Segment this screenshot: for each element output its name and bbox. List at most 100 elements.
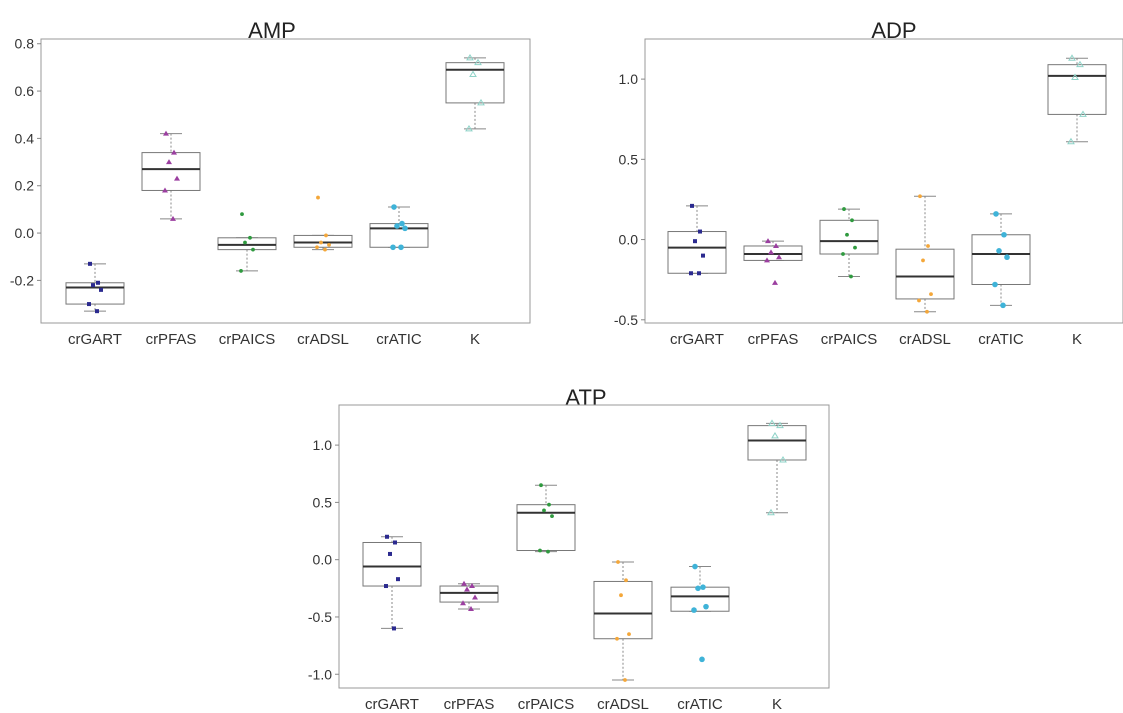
x-tick-label: crATIC bbox=[978, 331, 1024, 348]
data-point bbox=[917, 298, 921, 303]
box-crGART bbox=[362, 541, 422, 587]
data-point bbox=[461, 580, 467, 586]
panel-title: ATP bbox=[565, 385, 606, 410]
data-point bbox=[1076, 60, 1084, 68]
data-point bbox=[771, 431, 779, 439]
data-point bbox=[396, 577, 400, 582]
x-tick-label: K bbox=[1072, 331, 1082, 348]
box-crADSL bbox=[293, 234, 353, 248]
x-tick-label: crADSL bbox=[297, 331, 349, 348]
data-point bbox=[466, 53, 474, 61]
x-tick-label: crGART bbox=[68, 331, 122, 348]
box-crPFAS bbox=[439, 585, 499, 603]
plot-frame bbox=[40, 38, 531, 324]
data-point bbox=[547, 502, 551, 507]
box-crADSL bbox=[593, 580, 653, 640]
data-point bbox=[1071, 73, 1079, 81]
data-point bbox=[996, 247, 1002, 254]
data-point bbox=[845, 232, 849, 237]
box-crPFAS bbox=[141, 152, 201, 191]
x-tick-label: K bbox=[470, 331, 480, 348]
x-tick-label: crATIC bbox=[376, 331, 422, 348]
data-point bbox=[692, 563, 698, 570]
data-point bbox=[393, 540, 397, 545]
data-point bbox=[327, 243, 331, 247]
data-point bbox=[550, 514, 554, 519]
data-point bbox=[316, 195, 320, 200]
data-point bbox=[464, 586, 470, 592]
data-point bbox=[251, 247, 255, 252]
data-point bbox=[163, 130, 169, 136]
data-point bbox=[616, 560, 620, 564]
data-point bbox=[1067, 137, 1075, 145]
data-point bbox=[918, 194, 922, 199]
data-point bbox=[693, 239, 697, 244]
box-crATIC bbox=[971, 234, 1031, 285]
y-tick-label: -0.5 bbox=[308, 609, 332, 625]
y-tick-label: 0.0 bbox=[619, 232, 639, 248]
x-tick-label: crADSL bbox=[597, 696, 649, 713]
data-point bbox=[853, 245, 857, 250]
data-point bbox=[768, 419, 776, 426]
data-point bbox=[240, 212, 244, 217]
box-K bbox=[445, 62, 505, 104]
panel-atp: ATP -1.0 -0.5 0.0 0.5 1.0 crGART crPFAS crPAICS… bbox=[308, 385, 830, 713]
data-point bbox=[390, 244, 396, 251]
data-point bbox=[248, 235, 252, 240]
x-tick-label: crPFAS bbox=[444, 696, 495, 713]
y-tick-label: 0.5 bbox=[313, 494, 333, 510]
y-tick-label: -0.5 bbox=[614, 312, 638, 328]
box-K bbox=[747, 425, 807, 461]
data-point bbox=[627, 632, 631, 637]
data-point bbox=[399, 220, 405, 227]
box-crPAICS bbox=[819, 219, 879, 255]
data-point bbox=[701, 253, 705, 258]
data-point bbox=[323, 247, 327, 252]
data-point bbox=[88, 261, 92, 266]
data-point bbox=[315, 245, 319, 250]
data-point bbox=[772, 279, 778, 285]
data-point bbox=[171, 149, 177, 155]
box-crATIC bbox=[670, 586, 730, 612]
x-tick-label: crATIC bbox=[677, 696, 723, 713]
data-point bbox=[1001, 231, 1007, 238]
x-tick-label: crPFAS bbox=[748, 331, 799, 348]
x-tick-label: crPAICS bbox=[219, 331, 275, 348]
data-point bbox=[402, 225, 408, 232]
data-point bbox=[1004, 254, 1010, 261]
data-point bbox=[99, 287, 103, 292]
data-point bbox=[324, 233, 328, 238]
data-point bbox=[773, 242, 779, 248]
data-point bbox=[849, 274, 853, 279]
data-point bbox=[850, 218, 854, 223]
x-tick-label: K bbox=[772, 696, 782, 713]
data-point bbox=[385, 534, 389, 539]
data-point bbox=[546, 549, 550, 554]
data-point bbox=[615, 636, 619, 641]
x-tick-label: crGART bbox=[670, 331, 724, 348]
data-point bbox=[469, 583, 475, 589]
data-point bbox=[700, 584, 706, 590]
data-point bbox=[695, 585, 701, 592]
data-point bbox=[619, 593, 623, 598]
y-tick-label: 0.4 bbox=[15, 130, 35, 146]
y-tick-label: 0.6 bbox=[15, 83, 35, 99]
data-point bbox=[398, 244, 404, 251]
y-tick-label: 0.8 bbox=[15, 36, 35, 52]
data-point bbox=[779, 456, 787, 463]
data-point bbox=[767, 508, 775, 516]
data-point bbox=[1000, 302, 1006, 309]
y-tick-label: 0.0 bbox=[15, 225, 35, 241]
data-point bbox=[95, 309, 99, 314]
y-tick-label: 0.2 bbox=[15, 178, 35, 194]
data-point bbox=[166, 159, 172, 165]
data-point bbox=[474, 58, 482, 66]
data-point bbox=[319, 240, 323, 245]
data-point bbox=[460, 600, 466, 606]
data-point bbox=[96, 280, 100, 285]
data-point bbox=[472, 594, 478, 600]
y-tick-label: 0.0 bbox=[313, 552, 333, 568]
data-point bbox=[926, 244, 930, 248]
